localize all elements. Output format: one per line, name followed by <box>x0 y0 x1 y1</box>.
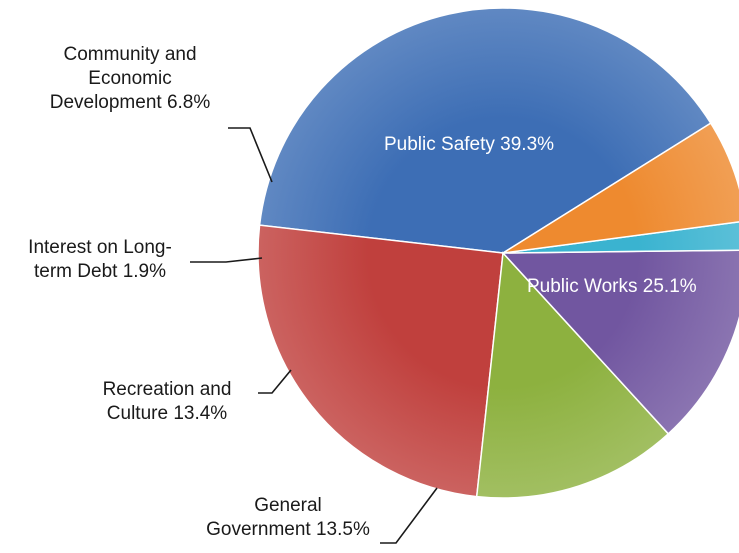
slice-label-public-safety: Public Safety 39.3% <box>384 134 555 155</box>
pie-slice-public-works <box>257 224 504 498</box>
slice-label-general-government: General Government 13.5% <box>206 495 370 540</box>
pie-slice-recreation-and-culture <box>501 249 739 435</box>
slice-label-recreation-culture: Recreation and Culture 13.4% <box>102 379 232 424</box>
pie-slice-community-and-economic-development <box>502 122 739 254</box>
slice-label-public-works: Public Works 25.1% <box>527 276 697 297</box>
slice-label-interest-debt: Interest on Long- term Debt 1.9% <box>28 237 172 282</box>
leader-line-recreation <box>258 369 292 394</box>
leader-line-general <box>380 487 438 544</box>
pie-slice-general-government <box>475 251 670 499</box>
slice-label-community-development: Community and Economic Development 6.8% <box>49 44 211 113</box>
leader-line-interest <box>190 257 263 263</box>
leader-line-community <box>228 127 273 183</box>
pie-slice-public-safety <box>258 7 712 254</box>
